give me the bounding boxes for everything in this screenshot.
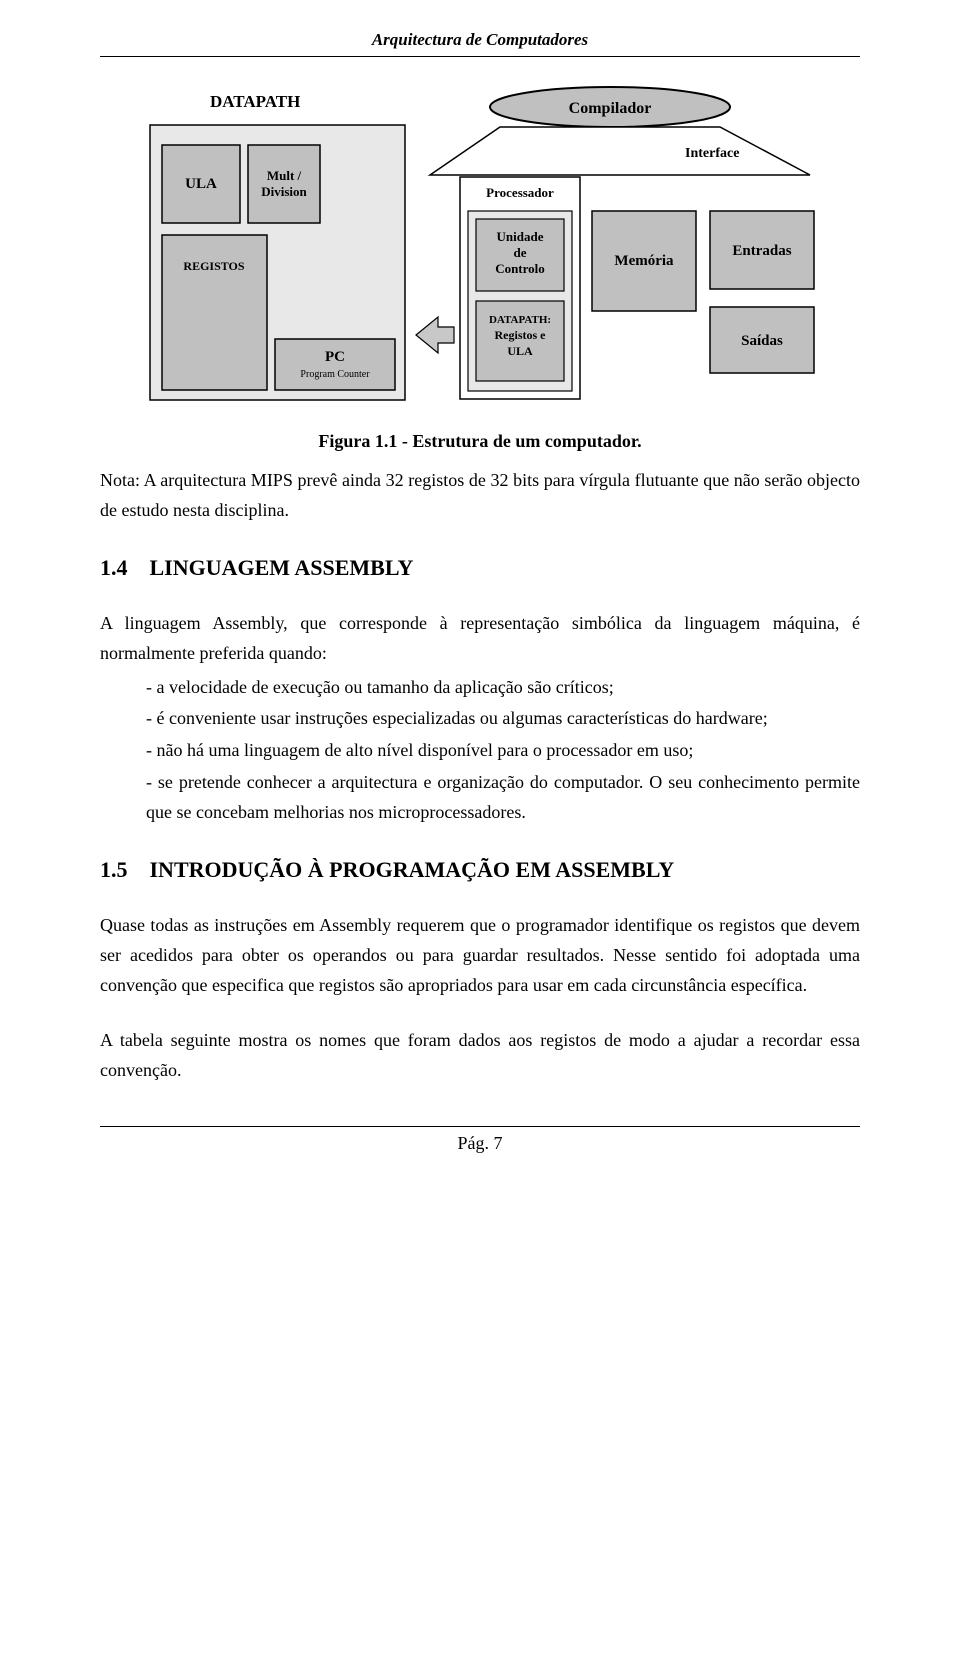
dp-text3: ULA [507, 344, 533, 358]
multdiv-text1: Mult / [267, 168, 302, 183]
page-footer: Pág. 7 [100, 1126, 860, 1154]
list-item: - se pretende conhecer a arquitectura e … [146, 768, 860, 827]
list-item: - a velocidade de execução ou tamanho da… [146, 673, 860, 703]
interface-trapezoid [430, 127, 810, 175]
dp-text1: DATAPATH: [489, 314, 551, 326]
pc-text: PC [325, 349, 345, 365]
figure-caption: Figura 1.1 - Estrutura de um computador. [100, 431, 860, 452]
interface-text: Interface [685, 146, 739, 161]
saidas-text: Saídas [741, 333, 783, 349]
entradas-text: Entradas [732, 243, 791, 259]
section-1-4-num: 1.4 [100, 555, 128, 580]
p15a: Quase todas as instruções em Assembly re… [100, 911, 860, 1000]
chevron-left-icon [416, 317, 454, 353]
figure-diagram: DATAPATH Compilador Interface ULA Mult /… [100, 85, 860, 405]
section-1-5-num: 1.5 [100, 857, 128, 882]
control-text2: de [514, 245, 527, 260]
section-1-4-heading: 1.4 LINGUAGEM ASSEMBLY [100, 555, 860, 581]
note-paragraph: Nota: A arquitectura MIPS prevê ainda 32… [100, 466, 860, 525]
compiler-text: Compilador [569, 100, 652, 117]
ula-text: ULA [185, 176, 217, 192]
section-1-5-title: INTRODUÇÃO À PROGRAMAÇÃO EM ASSEMBLY [150, 857, 675, 882]
control-text3: Controlo [495, 261, 545, 276]
section-1-4-title: LINGUAGEM ASSEMBLY [150, 555, 414, 580]
multdiv-text2: Division [261, 184, 307, 199]
processor-text: Processador [486, 185, 554, 200]
section-1-5-heading: 1.5 INTRODUÇÃO À PROGRAMAÇÃO EM ASSEMBLY [100, 857, 860, 883]
p14-intro: A linguagem Assembly, que corresponde à … [100, 609, 860, 668]
doc-header: Arquitectura de Computadores [100, 30, 860, 57]
p15b: A tabela seguinte mostra os nomes que fo… [100, 1026, 860, 1085]
registos-text: REGISTOS [183, 259, 244, 273]
list-item: - não há uma linguagem de alto nível dis… [146, 736, 860, 766]
architecture-diagram: DATAPATH Compilador Interface ULA Mult /… [130, 85, 830, 405]
control-text1: Unidade [497, 229, 544, 244]
datapath-label: DATAPATH [210, 92, 300, 111]
pc-sub-text: Program Counter [300, 369, 370, 380]
list-item: - é conveniente usar instruções especial… [146, 704, 860, 734]
dp-text2: Registos e [495, 328, 547, 342]
memory-text: Memória [614, 253, 674, 269]
bullets-14: - a velocidade de execução ou tamanho da… [100, 673, 860, 827]
